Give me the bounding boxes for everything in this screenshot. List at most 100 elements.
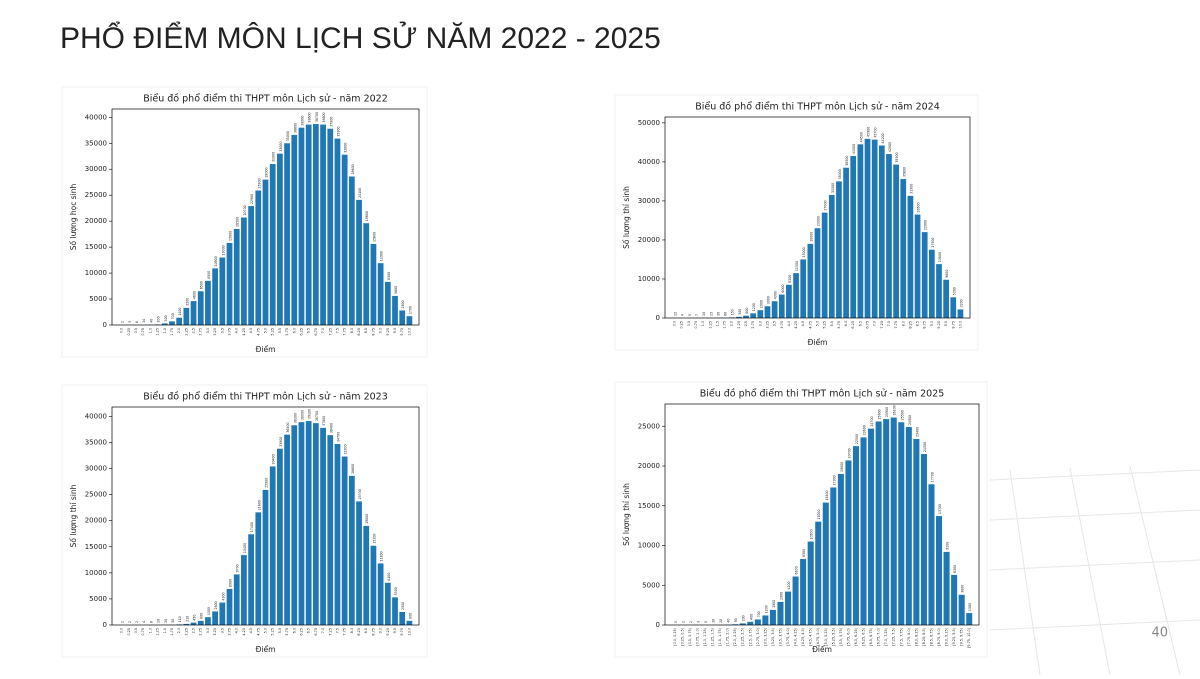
x-tick-label: [7.75, 8.0) — [907, 627, 911, 645]
bar — [951, 575, 957, 625]
bar — [922, 232, 928, 318]
x-tick-label: 9.5 — [944, 321, 948, 326]
y-tick-label: 20000 — [638, 462, 660, 470]
x-tick-label: [8.75, 9.0) — [937, 627, 941, 645]
bar — [198, 621, 204, 625]
x-tick-label: 0.75 — [141, 628, 145, 636]
value-label: 700 — [171, 313, 175, 319]
value-label: 9700 — [236, 564, 240, 572]
x-tick-label: 7.0 — [873, 321, 877, 326]
y-tick-label: 5000 — [89, 295, 107, 303]
value-label: 28600 — [351, 464, 355, 474]
floor-grid — [990, 466, 1200, 675]
bar — [913, 439, 919, 625]
value-label: 9200 — [946, 542, 950, 550]
bar — [392, 296, 398, 325]
bar — [765, 306, 771, 318]
bar — [793, 577, 799, 625]
value-label: 24900 — [908, 415, 912, 425]
value-label: 22500 — [855, 434, 859, 444]
value-label: 9800 — [945, 270, 949, 278]
x-tick-label: 4.5 — [249, 328, 253, 333]
x-tick-label: 0.0 — [120, 328, 124, 333]
x-tick-label: 4.25 — [242, 628, 246, 636]
x-tick-label: 2.0 — [730, 321, 734, 326]
value-label: 4 — [142, 621, 146, 623]
value-label: 20 — [164, 619, 168, 623]
x-tick-label: 1.75 — [723, 321, 727, 329]
bar — [263, 180, 269, 325]
x-tick-label: 10.0 — [958, 321, 962, 329]
bar — [921, 454, 927, 625]
bar — [248, 534, 254, 625]
bar — [270, 164, 276, 325]
value-label: 1200 — [752, 303, 756, 311]
bar — [959, 595, 965, 625]
value-label: 19600 — [365, 211, 369, 221]
bar — [363, 526, 369, 625]
value-label: 33000 — [279, 142, 283, 152]
bar — [750, 313, 756, 318]
x-tick-label: 0.75 — [694, 321, 698, 329]
value-label: 23000 — [817, 216, 821, 226]
y-tick-label: 0 — [656, 314, 660, 322]
x-tick-label: [3.75, 4.0) — [786, 627, 790, 645]
value-label: 36600 — [293, 123, 297, 133]
x-tick-label: 3.5 — [773, 321, 777, 326]
bar — [306, 421, 312, 625]
value-label: 11500 — [795, 261, 799, 271]
y-tick-label: 35000 — [85, 139, 107, 147]
x-tick-label: 8.25 — [357, 628, 361, 636]
bar — [928, 484, 934, 625]
x-tick-label: 3.0 — [206, 328, 210, 333]
x-tick-label: 8.0 — [350, 328, 354, 333]
value-label: 28000 — [265, 167, 269, 177]
bar — [342, 457, 348, 625]
value-label: 25600 — [878, 409, 882, 419]
value-label: 39100 — [308, 409, 312, 419]
bar — [234, 229, 240, 325]
value-label: 25500 — [900, 410, 904, 420]
x-tick-label: 1.0 — [701, 321, 705, 326]
value-label: 30400 — [272, 454, 276, 464]
x-tick-label: 0.25 — [680, 321, 684, 329]
value-label: 32800 — [344, 143, 348, 153]
x-tick-label: [3.0, 3.25) — [763, 627, 767, 645]
value-label: 38900 — [300, 410, 304, 420]
bar — [772, 301, 778, 318]
x-tick-label: 8.0 — [901, 321, 905, 326]
value-label: 19000 — [809, 232, 813, 242]
x-tick-label: [8.5, 8.75) — [929, 627, 933, 645]
x-tick-label: [1.75, 2.0) — [726, 627, 730, 645]
bar — [227, 589, 233, 625]
value-label: 30 — [716, 312, 720, 316]
value-label: 5300 — [952, 287, 956, 295]
value-label: 8100 — [387, 573, 391, 581]
x-tick-label: [3.25, 3.5) — [771, 627, 775, 645]
value-label: 800 — [200, 613, 204, 619]
value-label: 700 — [757, 611, 761, 617]
bar — [241, 555, 247, 625]
x-tick-label: 7.25 — [880, 321, 884, 329]
x-tick-label: [0.5, 0.75) — [688, 627, 692, 645]
x-tick-label: 6.75 — [314, 328, 318, 336]
value-label: 2 — [121, 321, 125, 323]
chart-title: Biểu đồ phổ điểm thi THPT môn Lịch sử - … — [700, 389, 945, 400]
x-tick-label: 9.25 — [386, 628, 390, 636]
bar — [392, 597, 398, 625]
value-label: 2 — [128, 621, 132, 623]
value-label: 15 — [709, 312, 713, 316]
y-tick-label: 0 — [656, 621, 660, 629]
x-tick-label: 5.75 — [837, 321, 841, 329]
value-label: 8500 — [207, 271, 211, 279]
x-tick-label: 7.5 — [887, 321, 891, 326]
bar — [320, 125, 326, 325]
x-tick-label: 2.75 — [751, 321, 755, 329]
x-tick-label: 3.0 — [206, 628, 210, 633]
x-tick-label: 8.5 — [364, 328, 368, 333]
bar — [212, 268, 218, 325]
bar — [335, 139, 341, 325]
value-label: 41500 — [852, 144, 856, 154]
x-tick-label: 5.5 — [278, 628, 282, 633]
bar — [747, 622, 753, 625]
